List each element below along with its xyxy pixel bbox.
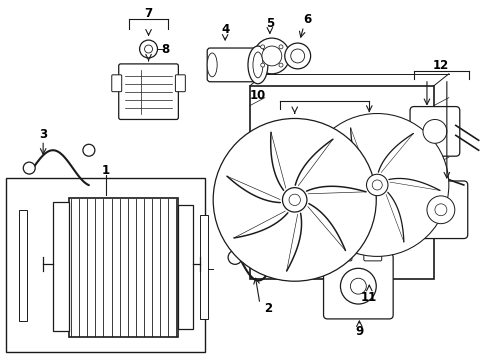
Circle shape bbox=[145, 45, 152, 53]
Circle shape bbox=[293, 255, 307, 268]
Text: 10: 10 bbox=[250, 89, 266, 102]
Bar bbox=[6, 178, 205, 352]
Text: 1: 1 bbox=[102, 163, 110, 176]
Circle shape bbox=[261, 63, 265, 67]
Bar bbox=[53, 202, 69, 331]
Circle shape bbox=[83, 144, 95, 156]
Bar bbox=[178, 205, 193, 329]
Text: 5: 5 bbox=[266, 17, 274, 30]
Circle shape bbox=[291, 49, 305, 63]
FancyBboxPatch shape bbox=[364, 246, 382, 261]
Circle shape bbox=[423, 120, 447, 143]
FancyBboxPatch shape bbox=[415, 181, 468, 239]
Circle shape bbox=[279, 63, 283, 67]
Circle shape bbox=[213, 118, 376, 281]
Circle shape bbox=[140, 40, 157, 58]
Circle shape bbox=[289, 194, 300, 206]
Circle shape bbox=[350, 278, 367, 294]
Bar bbox=[19, 210, 27, 321]
Circle shape bbox=[279, 45, 283, 49]
Text: 6: 6 bbox=[303, 13, 312, 26]
Circle shape bbox=[306, 113, 449, 256]
Circle shape bbox=[372, 180, 382, 190]
Bar bbox=[250, 86, 434, 279]
Text: 4: 4 bbox=[221, 23, 229, 36]
FancyBboxPatch shape bbox=[112, 75, 122, 92]
FancyBboxPatch shape bbox=[119, 64, 178, 120]
Text: 11: 11 bbox=[361, 291, 377, 303]
Circle shape bbox=[261, 45, 265, 49]
FancyBboxPatch shape bbox=[175, 75, 185, 92]
Text: 12: 12 bbox=[433, 59, 449, 72]
Circle shape bbox=[262, 46, 282, 66]
Ellipse shape bbox=[248, 46, 268, 84]
Circle shape bbox=[435, 204, 447, 216]
Circle shape bbox=[341, 268, 376, 304]
Circle shape bbox=[23, 162, 35, 174]
Text: 3: 3 bbox=[39, 128, 47, 141]
FancyBboxPatch shape bbox=[334, 246, 352, 261]
Circle shape bbox=[367, 174, 388, 196]
FancyBboxPatch shape bbox=[323, 253, 393, 319]
Text: 7: 7 bbox=[145, 7, 152, 20]
Bar bbox=[69, 198, 178, 337]
Text: 8: 8 bbox=[161, 42, 170, 55]
Circle shape bbox=[283, 188, 307, 212]
Circle shape bbox=[285, 43, 311, 69]
Ellipse shape bbox=[207, 53, 217, 77]
Ellipse shape bbox=[253, 52, 263, 78]
Circle shape bbox=[254, 38, 290, 74]
FancyBboxPatch shape bbox=[207, 48, 258, 82]
Bar bbox=[200, 215, 208, 319]
Circle shape bbox=[228, 251, 242, 264]
Text: 9: 9 bbox=[355, 325, 364, 338]
FancyBboxPatch shape bbox=[410, 107, 460, 156]
Text: 2: 2 bbox=[264, 302, 272, 315]
Circle shape bbox=[427, 196, 455, 224]
